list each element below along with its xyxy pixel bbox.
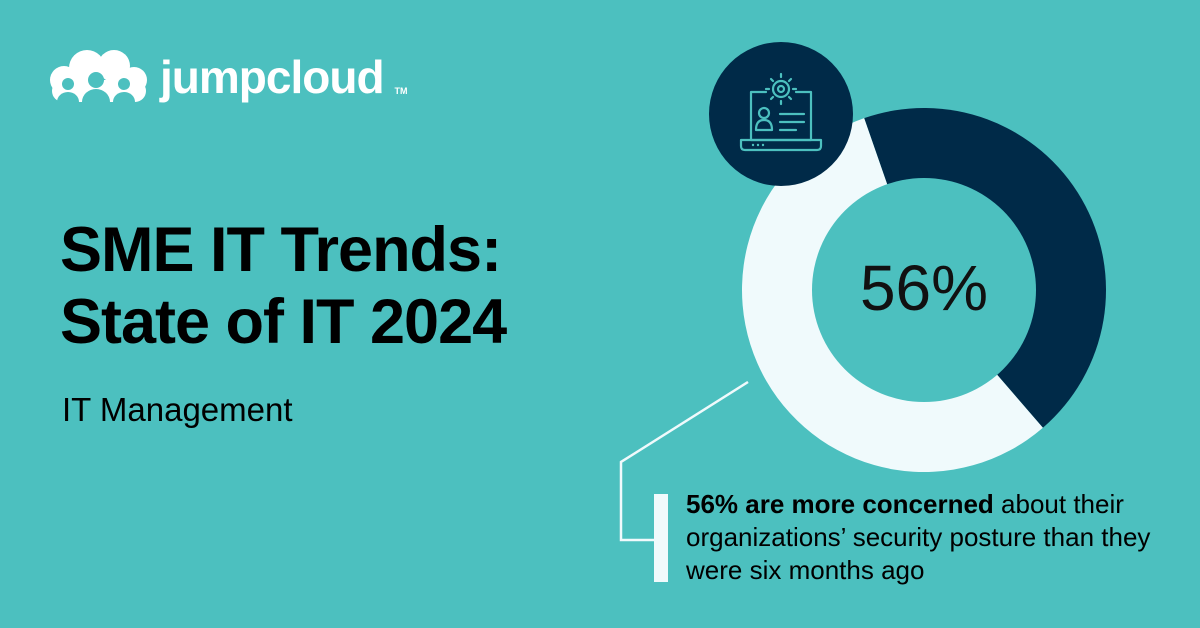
brand-trademark: TM — [394, 86, 408, 96]
callout-text: 56% are more concerned about their organ… — [686, 488, 1166, 587]
page-title: SME IT Trends: State of IT 2024 — [60, 214, 507, 358]
callout-connector — [619, 380, 749, 542]
donut-center-label: 56% — [860, 252, 988, 324]
title-line-1: SME IT Trends: — [60, 215, 502, 285]
callout-bold: 56% are more concerned — [686, 489, 994, 519]
cloud-people-logo-icon — [50, 50, 147, 102]
donut-hole — [812, 178, 1036, 402]
brand-logo: jumpcloud TM — [44, 50, 408, 102]
laptop-user-gear-icon — [709, 42, 853, 186]
callout-accent-bar — [654, 494, 668, 582]
callout-rest: about their organizations’ security post… — [686, 489, 1151, 585]
title-line-2: State of IT 2024 — [60, 287, 507, 357]
page-subtitle: IT Management — [62, 391, 293, 428]
brand-name: jumpcloud — [160, 51, 385, 103]
